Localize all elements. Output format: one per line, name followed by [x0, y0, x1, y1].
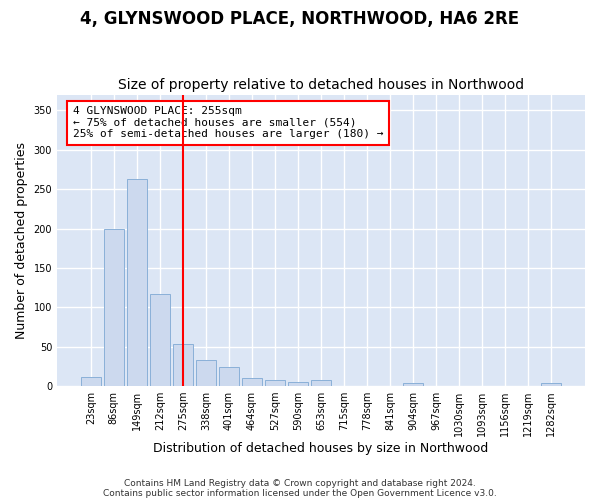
Bar — [288, 382, 308, 386]
Text: Contains public sector information licensed under the Open Government Licence v3: Contains public sector information licen… — [103, 488, 497, 498]
Bar — [265, 380, 285, 386]
Bar — [150, 294, 170, 386]
Bar — [311, 380, 331, 386]
X-axis label: Distribution of detached houses by size in Northwood: Distribution of detached houses by size … — [154, 442, 488, 455]
Bar — [81, 376, 101, 386]
Bar — [219, 367, 239, 386]
Bar — [104, 228, 124, 386]
Bar — [196, 360, 216, 386]
Bar — [403, 383, 423, 386]
Bar — [173, 344, 193, 386]
Text: 4, GLYNSWOOD PLACE, NORTHWOOD, HA6 2RE: 4, GLYNSWOOD PLACE, NORTHWOOD, HA6 2RE — [80, 10, 520, 28]
Text: Contains HM Land Registry data © Crown copyright and database right 2024.: Contains HM Land Registry data © Crown c… — [124, 478, 476, 488]
Bar — [242, 378, 262, 386]
Bar — [541, 383, 561, 386]
Bar — [127, 179, 146, 386]
Text: 4 GLYNSWOOD PLACE: 255sqm
← 75% of detached houses are smaller (554)
25% of semi: 4 GLYNSWOOD PLACE: 255sqm ← 75% of detac… — [73, 106, 383, 140]
Y-axis label: Number of detached properties: Number of detached properties — [15, 142, 28, 339]
Title: Size of property relative to detached houses in Northwood: Size of property relative to detached ho… — [118, 78, 524, 92]
